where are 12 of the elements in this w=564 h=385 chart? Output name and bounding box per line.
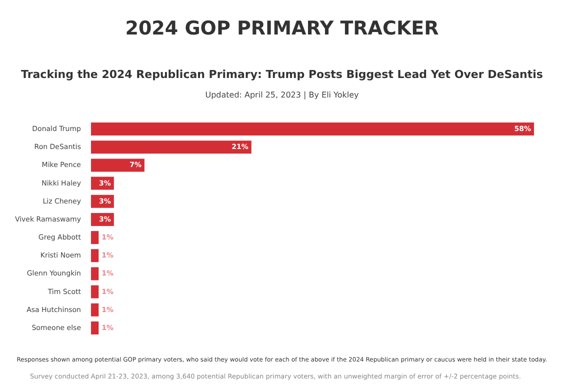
bar [91, 122, 534, 136]
bar [91, 158, 144, 172]
bar [91, 267, 99, 280]
bar [91, 249, 99, 262]
bar [91, 231, 99, 244]
bar [91, 140, 252, 154]
bar [91, 285, 99, 298]
chart-subtitle: Updated: April 25, 2023 | By Eli Yokley [205, 90, 360, 100]
bar [91, 303, 99, 316]
chart-title: Tracking the 2024 Republican Primary: Trump Posts Biggest Lead Yet Over DeSantis [21, 68, 544, 81]
text: 2024 GOP PRIMARY TRACKER [125, 18, 440, 40]
bar [91, 321, 99, 334]
